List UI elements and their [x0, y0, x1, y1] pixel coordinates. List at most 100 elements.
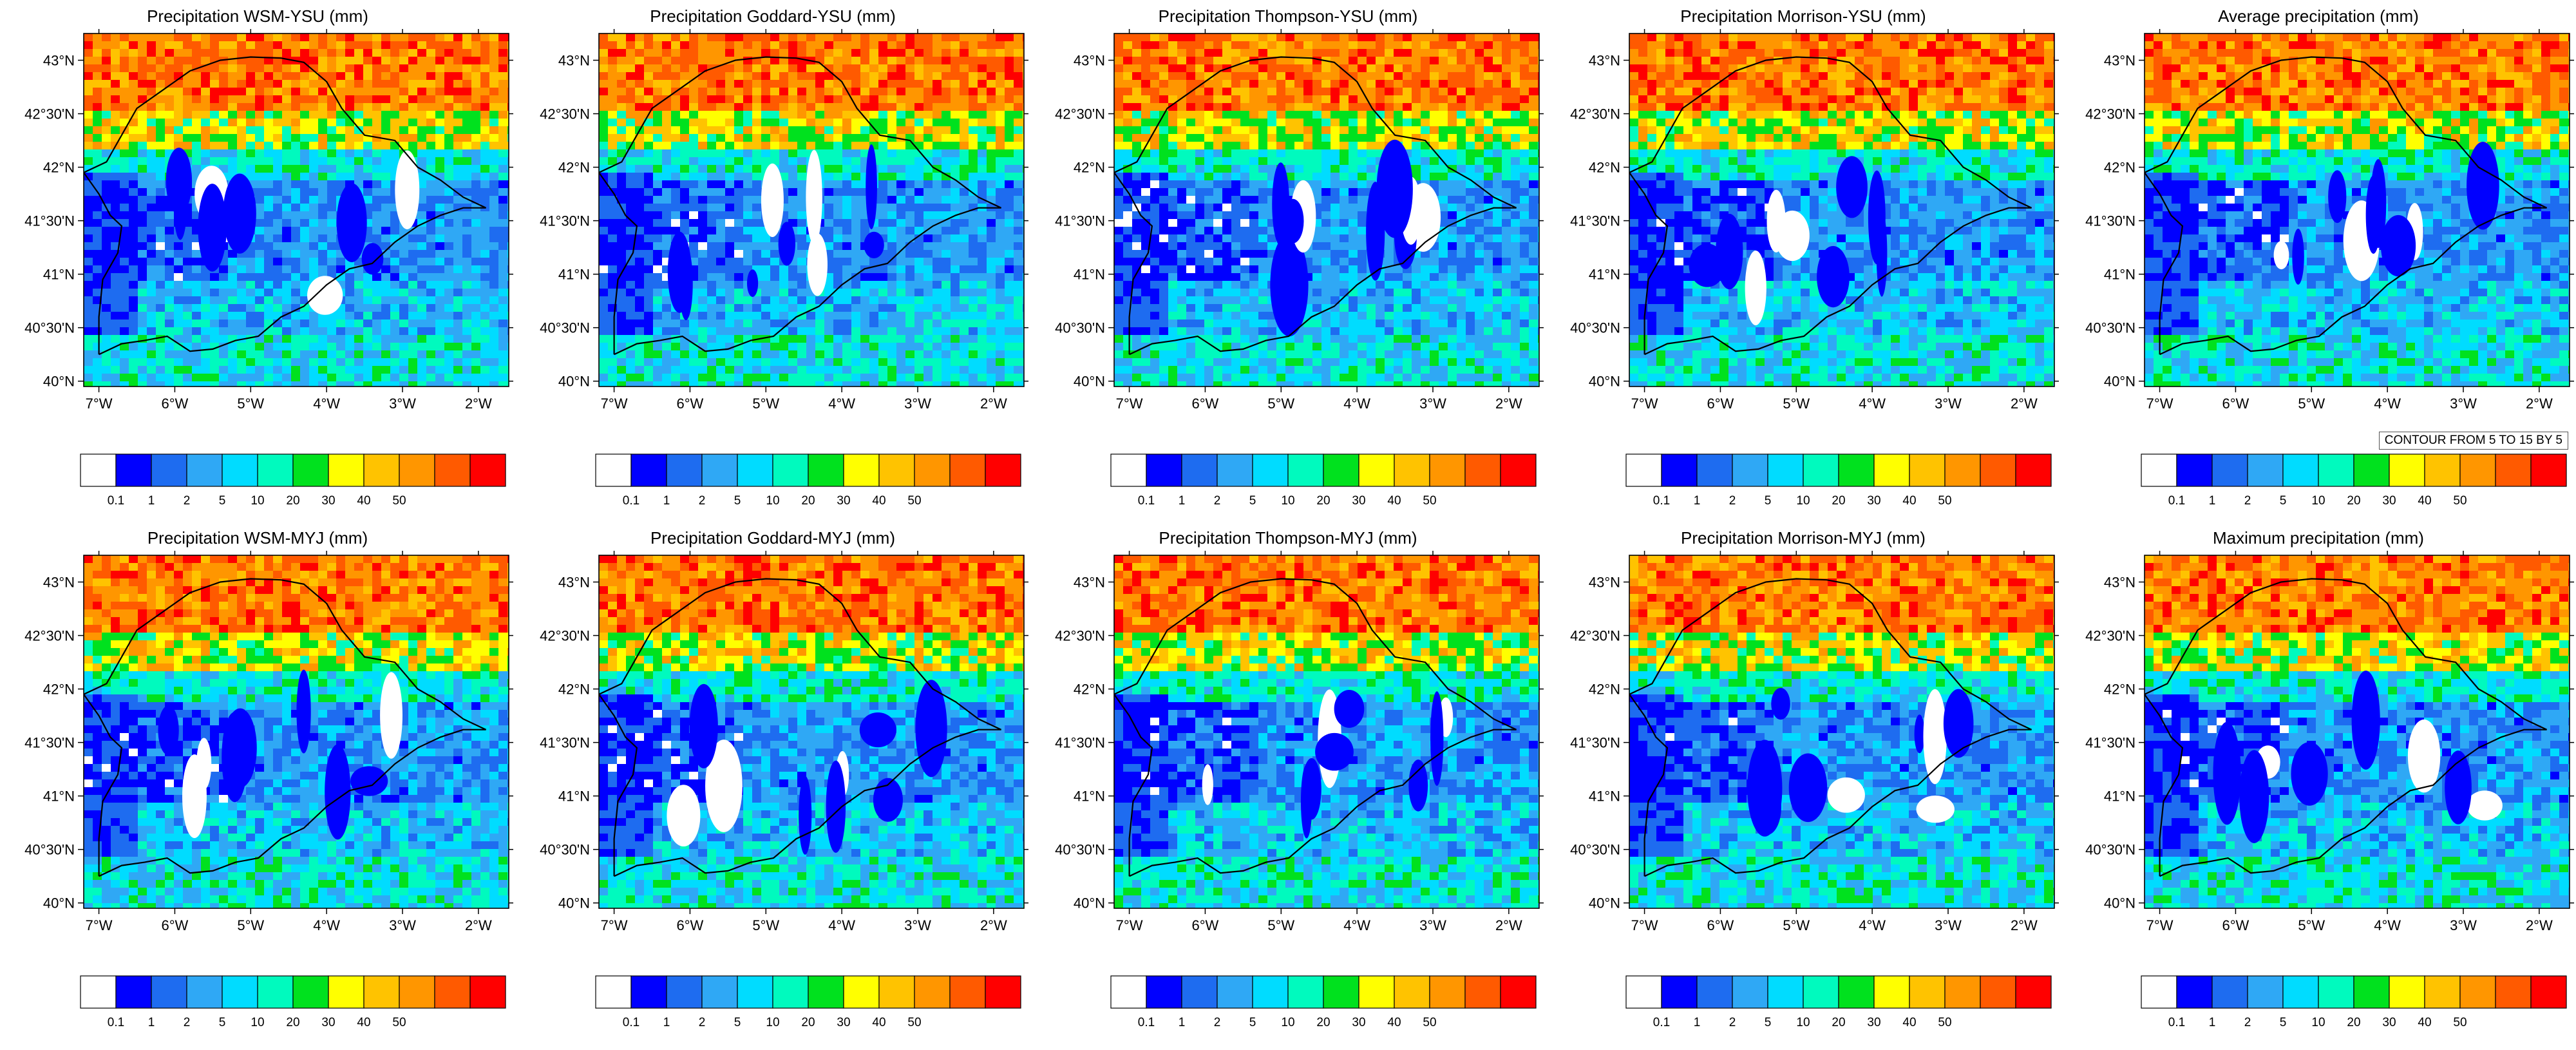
field-cell — [933, 242, 942, 251]
field-cell — [617, 234, 627, 243]
field-cell — [84, 289, 93, 297]
field-cell — [417, 149, 427, 158]
field-cell — [489, 173, 499, 181]
field-cell — [192, 312, 202, 320]
field-cell — [93, 350, 102, 359]
field-cell — [237, 374, 247, 382]
field-cell — [1493, 64, 1502, 73]
field-cell — [183, 366, 193, 374]
field-cell — [842, 327, 852, 336]
field-cell — [165, 88, 175, 96]
field-cell — [282, 374, 292, 382]
field-cell — [896, 49, 906, 57]
field-cell — [851, 335, 861, 343]
field-cell — [887, 142, 897, 150]
field-cell — [282, 358, 292, 367]
field-cell — [1014, 157, 1023, 166]
field-cell — [815, 358, 825, 367]
field-cell — [426, 358, 436, 367]
field-cell — [815, 142, 825, 150]
field-cell — [716, 149, 726, 158]
field-cell — [210, 126, 220, 135]
field-cell — [635, 296, 645, 305]
field-cell — [1529, 49, 1539, 57]
field-cell — [435, 258, 445, 266]
field-cell — [1276, 64, 1286, 73]
field-cell — [507, 312, 509, 320]
field-cell — [914, 49, 924, 57]
field-cell — [291, 273, 301, 282]
field-cell — [345, 381, 355, 387]
field-cell — [707, 227, 717, 235]
field-cell — [1213, 95, 1223, 104]
field-cell — [878, 281, 888, 289]
field-cell — [498, 57, 508, 65]
field-cell — [291, 41, 301, 50]
field-cell — [951, 296, 960, 305]
field-cell — [237, 49, 247, 57]
field-cell — [887, 72, 897, 81]
colorbar-swatch — [878, 453, 915, 487]
field-cell — [372, 41, 382, 50]
field-cell — [273, 374, 283, 382]
field-cell — [102, 273, 111, 282]
field-cell — [345, 358, 355, 367]
field-cell — [417, 157, 427, 166]
field-cell — [300, 366, 310, 374]
field-cell — [653, 204, 663, 212]
field-cell — [960, 304, 969, 312]
field-cell — [390, 327, 400, 336]
field-cell — [183, 304, 193, 312]
field-cell — [969, 142, 978, 150]
field-cell — [716, 381, 726, 387]
field-cell — [824, 149, 834, 158]
field-cell — [1457, 33, 1466, 42]
field-cell — [102, 250, 111, 258]
colorbar-label: 1 — [663, 494, 670, 508]
field-cell — [354, 80, 364, 88]
field-cell — [617, 335, 627, 343]
field-cell — [815, 374, 825, 382]
field-cell — [599, 312, 609, 320]
field-cell — [698, 188, 708, 196]
field-cell — [435, 80, 445, 88]
field-cell — [806, 64, 816, 73]
field-cell — [165, 234, 175, 243]
field-cell — [408, 350, 418, 359]
field-cell — [978, 273, 987, 282]
field-cell — [860, 258, 870, 266]
field-cell — [869, 273, 879, 282]
field-cell — [1538, 49, 1539, 57]
field-cell — [246, 88, 256, 96]
field-cell — [147, 49, 156, 57]
field-cell — [489, 88, 499, 96]
field-cell — [138, 64, 147, 73]
field-cell — [498, 242, 508, 251]
field-cell — [363, 126, 373, 135]
field-cell — [309, 320, 319, 328]
field-cell — [752, 211, 762, 220]
field-cell — [914, 188, 924, 196]
field-cell — [788, 180, 798, 189]
field-cell — [743, 242, 753, 251]
field-cell — [653, 219, 663, 227]
field-cell — [1240, 33, 1250, 42]
field-cell — [1023, 258, 1024, 266]
field-cell — [770, 242, 780, 251]
field-cell — [273, 196, 283, 204]
field-cell — [1204, 80, 1214, 88]
field-cell — [93, 157, 102, 166]
field-cell — [129, 242, 138, 251]
field-cell — [147, 327, 156, 336]
field-cell — [779, 296, 789, 305]
field-cell — [1005, 350, 1014, 359]
field-cell — [698, 327, 708, 336]
field-cell — [354, 57, 364, 65]
field-cell — [635, 304, 645, 312]
field-cell — [453, 88, 463, 96]
field-cell — [318, 211, 328, 220]
field-cell — [644, 265, 654, 274]
field-cell — [698, 57, 708, 65]
field-cell — [129, 119, 138, 127]
field-cell — [93, 41, 102, 50]
